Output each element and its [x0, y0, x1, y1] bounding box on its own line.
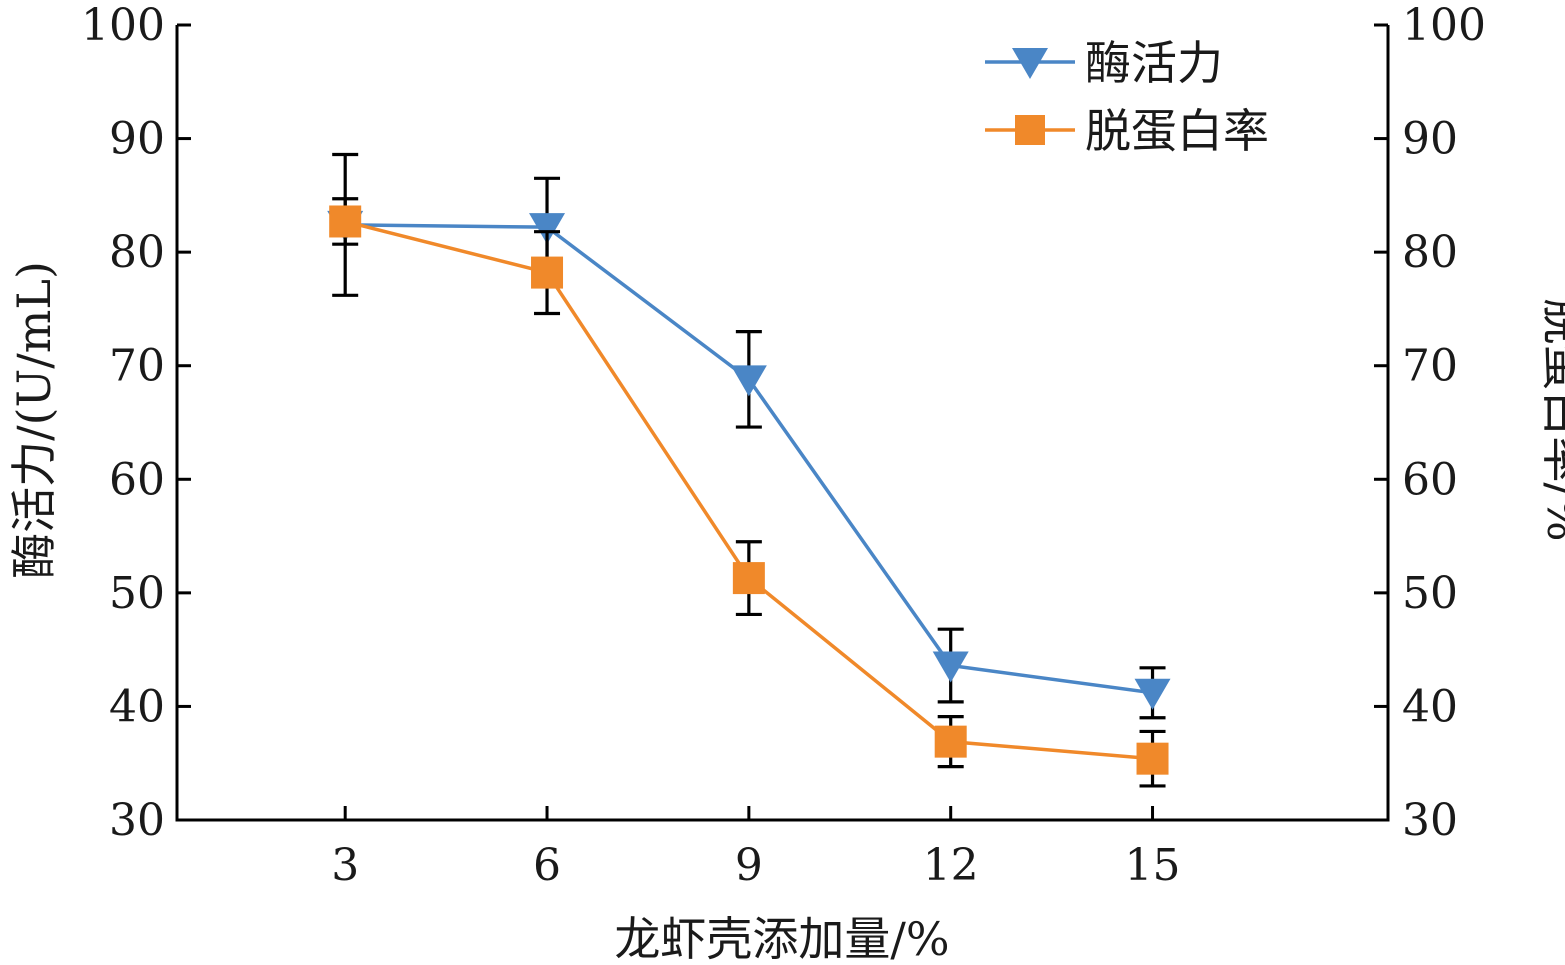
legend-label-enzyme-activity: 酶活力	[1085, 36, 1223, 90]
axes	[175, 25, 1390, 822]
x-tick-label: 3	[331, 840, 359, 891]
legend-marker-square	[1015, 115, 1045, 145]
legend-item-enzyme-activity: 酶活力	[985, 36, 1223, 90]
x-tick-label: 12	[923, 840, 979, 891]
left-y-tick-label: 80	[109, 227, 165, 278]
x-axis-title: 龙虾壳添加量/%	[614, 912, 949, 965]
data-point-triangle	[932, 651, 969, 683]
right-y-tick-label: 40	[1402, 681, 1458, 732]
legend: 酶活力 脱蛋白率	[985, 36, 1269, 158]
legend-marker-triangle	[1012, 48, 1048, 79]
left-y-tick-label: 50	[109, 568, 165, 619]
right-y-tick-label: 100	[1402, 0, 1486, 51]
x-tick-label: 9	[735, 840, 763, 891]
legend-label-deproteinization: 脱蛋白率	[1085, 104, 1269, 158]
right-y-tick-label: 80	[1402, 227, 1458, 278]
x-tick-label: 15	[1125, 840, 1181, 891]
data-point-triangle	[529, 213, 566, 245]
left-y-tick-label: 90	[109, 114, 165, 165]
right-y-tick-label: 90	[1402, 114, 1458, 165]
right-y-tick-label: 30	[1402, 795, 1458, 846]
data-point-triangle	[730, 365, 767, 397]
data-point-square	[329, 205, 362, 238]
right-y-tick-label: 50	[1402, 568, 1458, 619]
data-point-square	[1136, 742, 1169, 775]
left-y-tick-label: 100	[81, 0, 165, 51]
left-y-tick-label: 30	[109, 795, 165, 846]
series-line	[345, 223, 1153, 695]
right-y-tick-label: 60	[1402, 454, 1458, 505]
legend-item-deproteinization: 脱蛋白率	[985, 104, 1269, 158]
series-0	[327, 152, 1171, 720]
left-y-tick-label: 60	[109, 454, 165, 505]
series-1	[329, 197, 1169, 788]
x-tick-label: 6	[533, 840, 561, 891]
x-axis-ticks: 3 6 9 12 15	[331, 806, 1181, 891]
left-y-axis-title: 酶活力/(U/mL)	[7, 261, 61, 579]
data-point-triangle	[1134, 678, 1171, 710]
data-point-square	[934, 725, 967, 758]
axis-frame	[175, 25, 1390, 822]
left-y-tick-label: 70	[109, 341, 165, 392]
left-y-tick-label: 40	[109, 681, 165, 732]
right-y-tick-label: 70	[1402, 341, 1458, 392]
data-point-square	[531, 256, 564, 289]
data-point-square	[732, 562, 765, 595]
right-y-axis-title: 脱蛋白率/%	[1537, 298, 1565, 541]
series-layer	[327, 152, 1171, 788]
right-y-axis-ticks: 30 40 50 60 70 80 90 100	[1374, 0, 1486, 846]
left-y-axis-ticks: 30 40 50 60 70 80 90 100	[81, 0, 191, 846]
